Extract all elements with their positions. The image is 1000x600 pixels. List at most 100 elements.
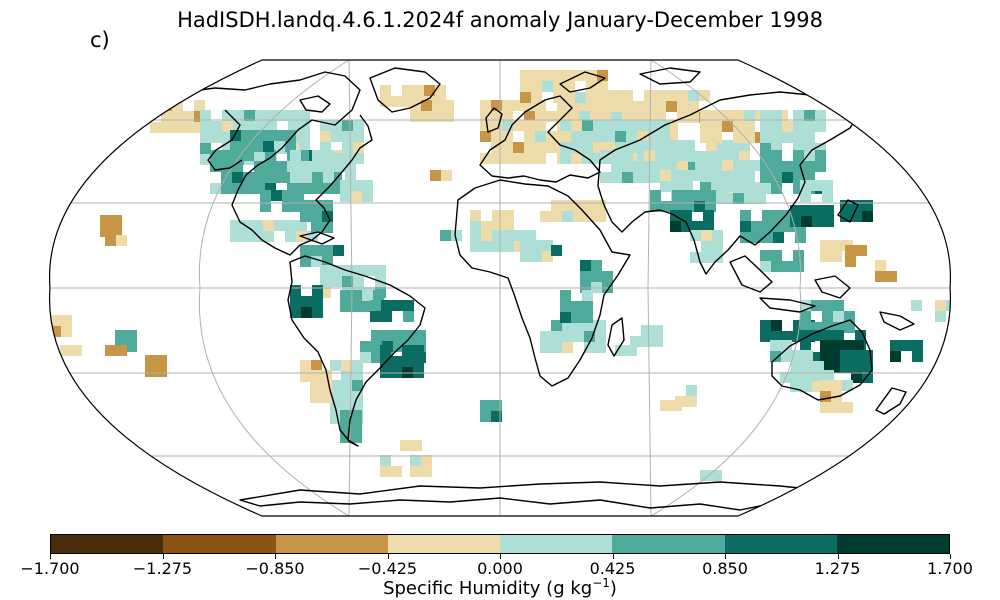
anomaly-cell [831, 240, 842, 251]
anomaly-cell [652, 325, 663, 336]
anomaly-cell [524, 153, 535, 164]
anomaly-cell [655, 101, 666, 112]
anomaly-cell [582, 142, 593, 153]
anomaly-cell [560, 120, 571, 131]
anomaly-cell [681, 221, 692, 232]
anomaly-cell [312, 150, 323, 161]
anomaly-cell [568, 153, 579, 164]
anomaly-cell [514, 230, 525, 241]
anomaly-cell [413, 85, 424, 96]
anomaly-cell [380, 455, 391, 466]
anomaly-cell [722, 160, 733, 171]
anomaly-cell [688, 112, 699, 123]
anomaly-cell [823, 370, 834, 381]
anomaly-cell [300, 211, 311, 222]
anomaly-cell [492, 230, 503, 241]
anomaly-cell [770, 351, 781, 362]
anomaly-cell [773, 232, 784, 243]
anomaly-cell [252, 231, 263, 242]
anomaly-cell [823, 216, 834, 227]
anomaly-cell [524, 142, 535, 153]
anomaly-cell [299, 110, 310, 121]
anomaly-cell [194, 122, 205, 133]
anomaly-cell [659, 131, 670, 142]
anomaly-cell [800, 180, 811, 191]
anomaly-cell [571, 301, 582, 312]
anomaly-cell [790, 216, 801, 227]
anomaly-cell [652, 336, 663, 347]
anomaly-cell [667, 120, 678, 131]
anomaly-cell [579, 111, 590, 122]
anomaly-cell [590, 111, 601, 122]
anomaly-cell [351, 180, 362, 191]
anomaly-cell [562, 331, 573, 342]
anomaly-cell [353, 120, 364, 131]
anomaly-cell [161, 100, 172, 111]
anomaly-cell [744, 171, 755, 182]
anomaly-cell [684, 151, 695, 162]
anomaly-cell [673, 140, 684, 151]
anomaly-cell [706, 140, 717, 151]
anomaly-cell [801, 370, 812, 381]
anomaly-cell [733, 182, 744, 193]
anomaly-cell [380, 85, 391, 96]
anomaly-cell [402, 345, 413, 356]
anomaly-cell [671, 400, 682, 411]
anomaly-cell [793, 150, 804, 161]
anomaly-cell [662, 140, 673, 151]
anomaly-cell [301, 307, 312, 318]
anomaly-cell [502, 142, 513, 153]
anomaly-cell [700, 470, 711, 481]
anomaly-cell [571, 312, 582, 323]
anomaly-cell [771, 161, 782, 172]
anomaly-cell [823, 205, 834, 216]
anomaly-cell [100, 215, 111, 226]
anomaly-cell [791, 361, 802, 372]
anomaly-cell [334, 161, 345, 172]
anomaly-cell [342, 153, 353, 164]
anomaly-cell [200, 132, 211, 143]
anomaly-cell [890, 340, 901, 351]
anomaly-cell [822, 180, 833, 191]
anomaly-cell [694, 201, 705, 212]
anomaly-cell [351, 410, 362, 421]
colorbar-tick-mark [162, 554, 164, 559]
anomaly-cell [640, 140, 651, 151]
anomaly-cell [912, 351, 923, 362]
anomaly-cell [503, 221, 514, 232]
anomaly-cell [200, 121, 211, 132]
anomaly-cell [513, 142, 524, 153]
anomaly-cell [232, 161, 243, 172]
anomaly-cell [150, 122, 161, 133]
anomaly-cell [851, 211, 862, 222]
anomaly-cell [751, 221, 762, 232]
anomaly-cell [842, 340, 853, 351]
anomaly-cell [524, 111, 535, 122]
anomaly-cell [263, 220, 274, 231]
anomaly-cell [693, 170, 704, 181]
anomaly-cell [430, 170, 441, 181]
anomaly-cell [480, 120, 491, 131]
anomaly-cell [740, 221, 751, 232]
anomaly-cell [622, 150, 633, 161]
colorbar-segment [51, 535, 164, 553]
anomaly-cell [744, 182, 755, 193]
anomaly-cell [700, 121, 711, 132]
anomaly-cell [492, 241, 503, 252]
anomaly-cell [298, 150, 309, 161]
anomaly-cell [822, 300, 833, 311]
anomaly-cell [299, 132, 310, 143]
anomaly-cell [703, 221, 714, 232]
anomaly-cell [760, 250, 771, 261]
anomaly-cell [705, 201, 716, 212]
anomaly-cell [773, 210, 784, 221]
anomaly-cell [410, 466, 421, 477]
anomaly-cell [265, 172, 276, 183]
anomaly-cell [771, 143, 782, 154]
anomaly-cell [820, 351, 831, 362]
anomaly-cell [290, 285, 301, 296]
anomaly-cell [331, 276, 342, 287]
anomaly-cell [71, 345, 82, 356]
anomaly-cell [340, 410, 351, 421]
anomaly-cell [183, 111, 194, 122]
